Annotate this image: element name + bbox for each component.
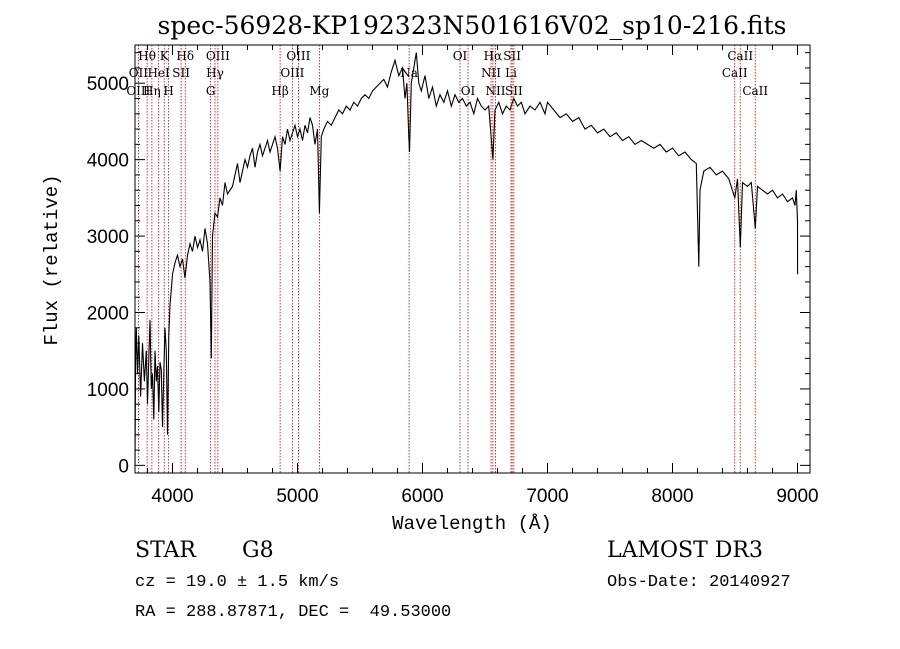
- y-tick-label: 2000: [87, 304, 129, 325]
- x-tick-label: 5000: [276, 486, 318, 507]
- line-label: OIII: [206, 49, 230, 63]
- spectral-line-labels: Hθ OII OIII K HeI Hη SII H Hδ OIII Hγ G OIII OIII Hβ Mg…: [126, 49, 768, 98]
- y-tick-label: 1000: [87, 380, 129, 401]
- subclass: G8: [242, 538, 274, 563]
- line-label: OI: [453, 49, 468, 63]
- line-label: NII: [486, 84, 506, 98]
- line-label: OIII: [126, 84, 150, 98]
- line-label: Mg: [309, 84, 329, 98]
- redshift-value: cz = 19.0 ± 1.5 km/s: [135, 573, 340, 592]
- line-label: OIII: [286, 49, 310, 63]
- line-label: Hη: [143, 84, 161, 98]
- observation-date: Obs-Date: 20140927: [607, 573, 791, 592]
- coordinates: RA = 288.87871, DEC = 49.53000: [135, 603, 452, 622]
- y-tick-label: 0: [118, 456, 129, 477]
- line-label: Hγ: [206, 66, 224, 80]
- line-label: H: [163, 84, 173, 98]
- x-axis-label: Wavelength (Å): [392, 513, 552, 535]
- line-label: K: [160, 49, 170, 63]
- x-tick-label: 7000: [526, 486, 568, 507]
- line-label: Hδ: [176, 49, 194, 63]
- line-label: SII: [505, 84, 523, 98]
- line-label: SII: [172, 66, 190, 80]
- line-label: Hβ: [271, 84, 288, 98]
- line-label: CaII: [722, 66, 748, 80]
- line-label: Hθ: [138, 49, 156, 63]
- x-tick-label: 4000: [151, 486, 193, 507]
- y-tick-label: 5000: [87, 74, 129, 95]
- line-label: Hα: [484, 49, 503, 63]
- chart-title: spec-56928-KP192323N501616V02_sp10-216.f…: [158, 11, 787, 40]
- line-label: OIII: [280, 66, 304, 80]
- y-axis: 0 1000 2000 3000 4000 5000: [87, 52, 810, 477]
- line-label: Li: [505, 66, 517, 80]
- line-label: NII: [481, 66, 501, 80]
- x-tick-label: 8000: [651, 486, 693, 507]
- x-axis: 4000 5000 6000 7000 8000 9000: [147, 45, 819, 507]
- x-tick-label: 9000: [776, 486, 818, 507]
- line-label: SII: [503, 49, 521, 63]
- spectral-line-markers: [137, 45, 756, 473]
- spectrum-line: [134, 52, 799, 466]
- line-label: OI: [461, 84, 476, 98]
- object-type: STAR: [135, 538, 196, 563]
- line-label: OII: [129, 66, 149, 80]
- y-axis-label: Flux (relative): [41, 174, 63, 345]
- line-label: CaII: [742, 84, 768, 98]
- survey-name: LAMOST DR3: [607, 538, 763, 563]
- x-tick-label: 6000: [401, 486, 443, 507]
- y-tick-label: 3000: [87, 227, 129, 248]
- line-label: HeI: [147, 66, 170, 80]
- line-label: G: [206, 84, 216, 98]
- line-label: CaII: [727, 49, 753, 63]
- y-tick-label: 4000: [87, 151, 129, 172]
